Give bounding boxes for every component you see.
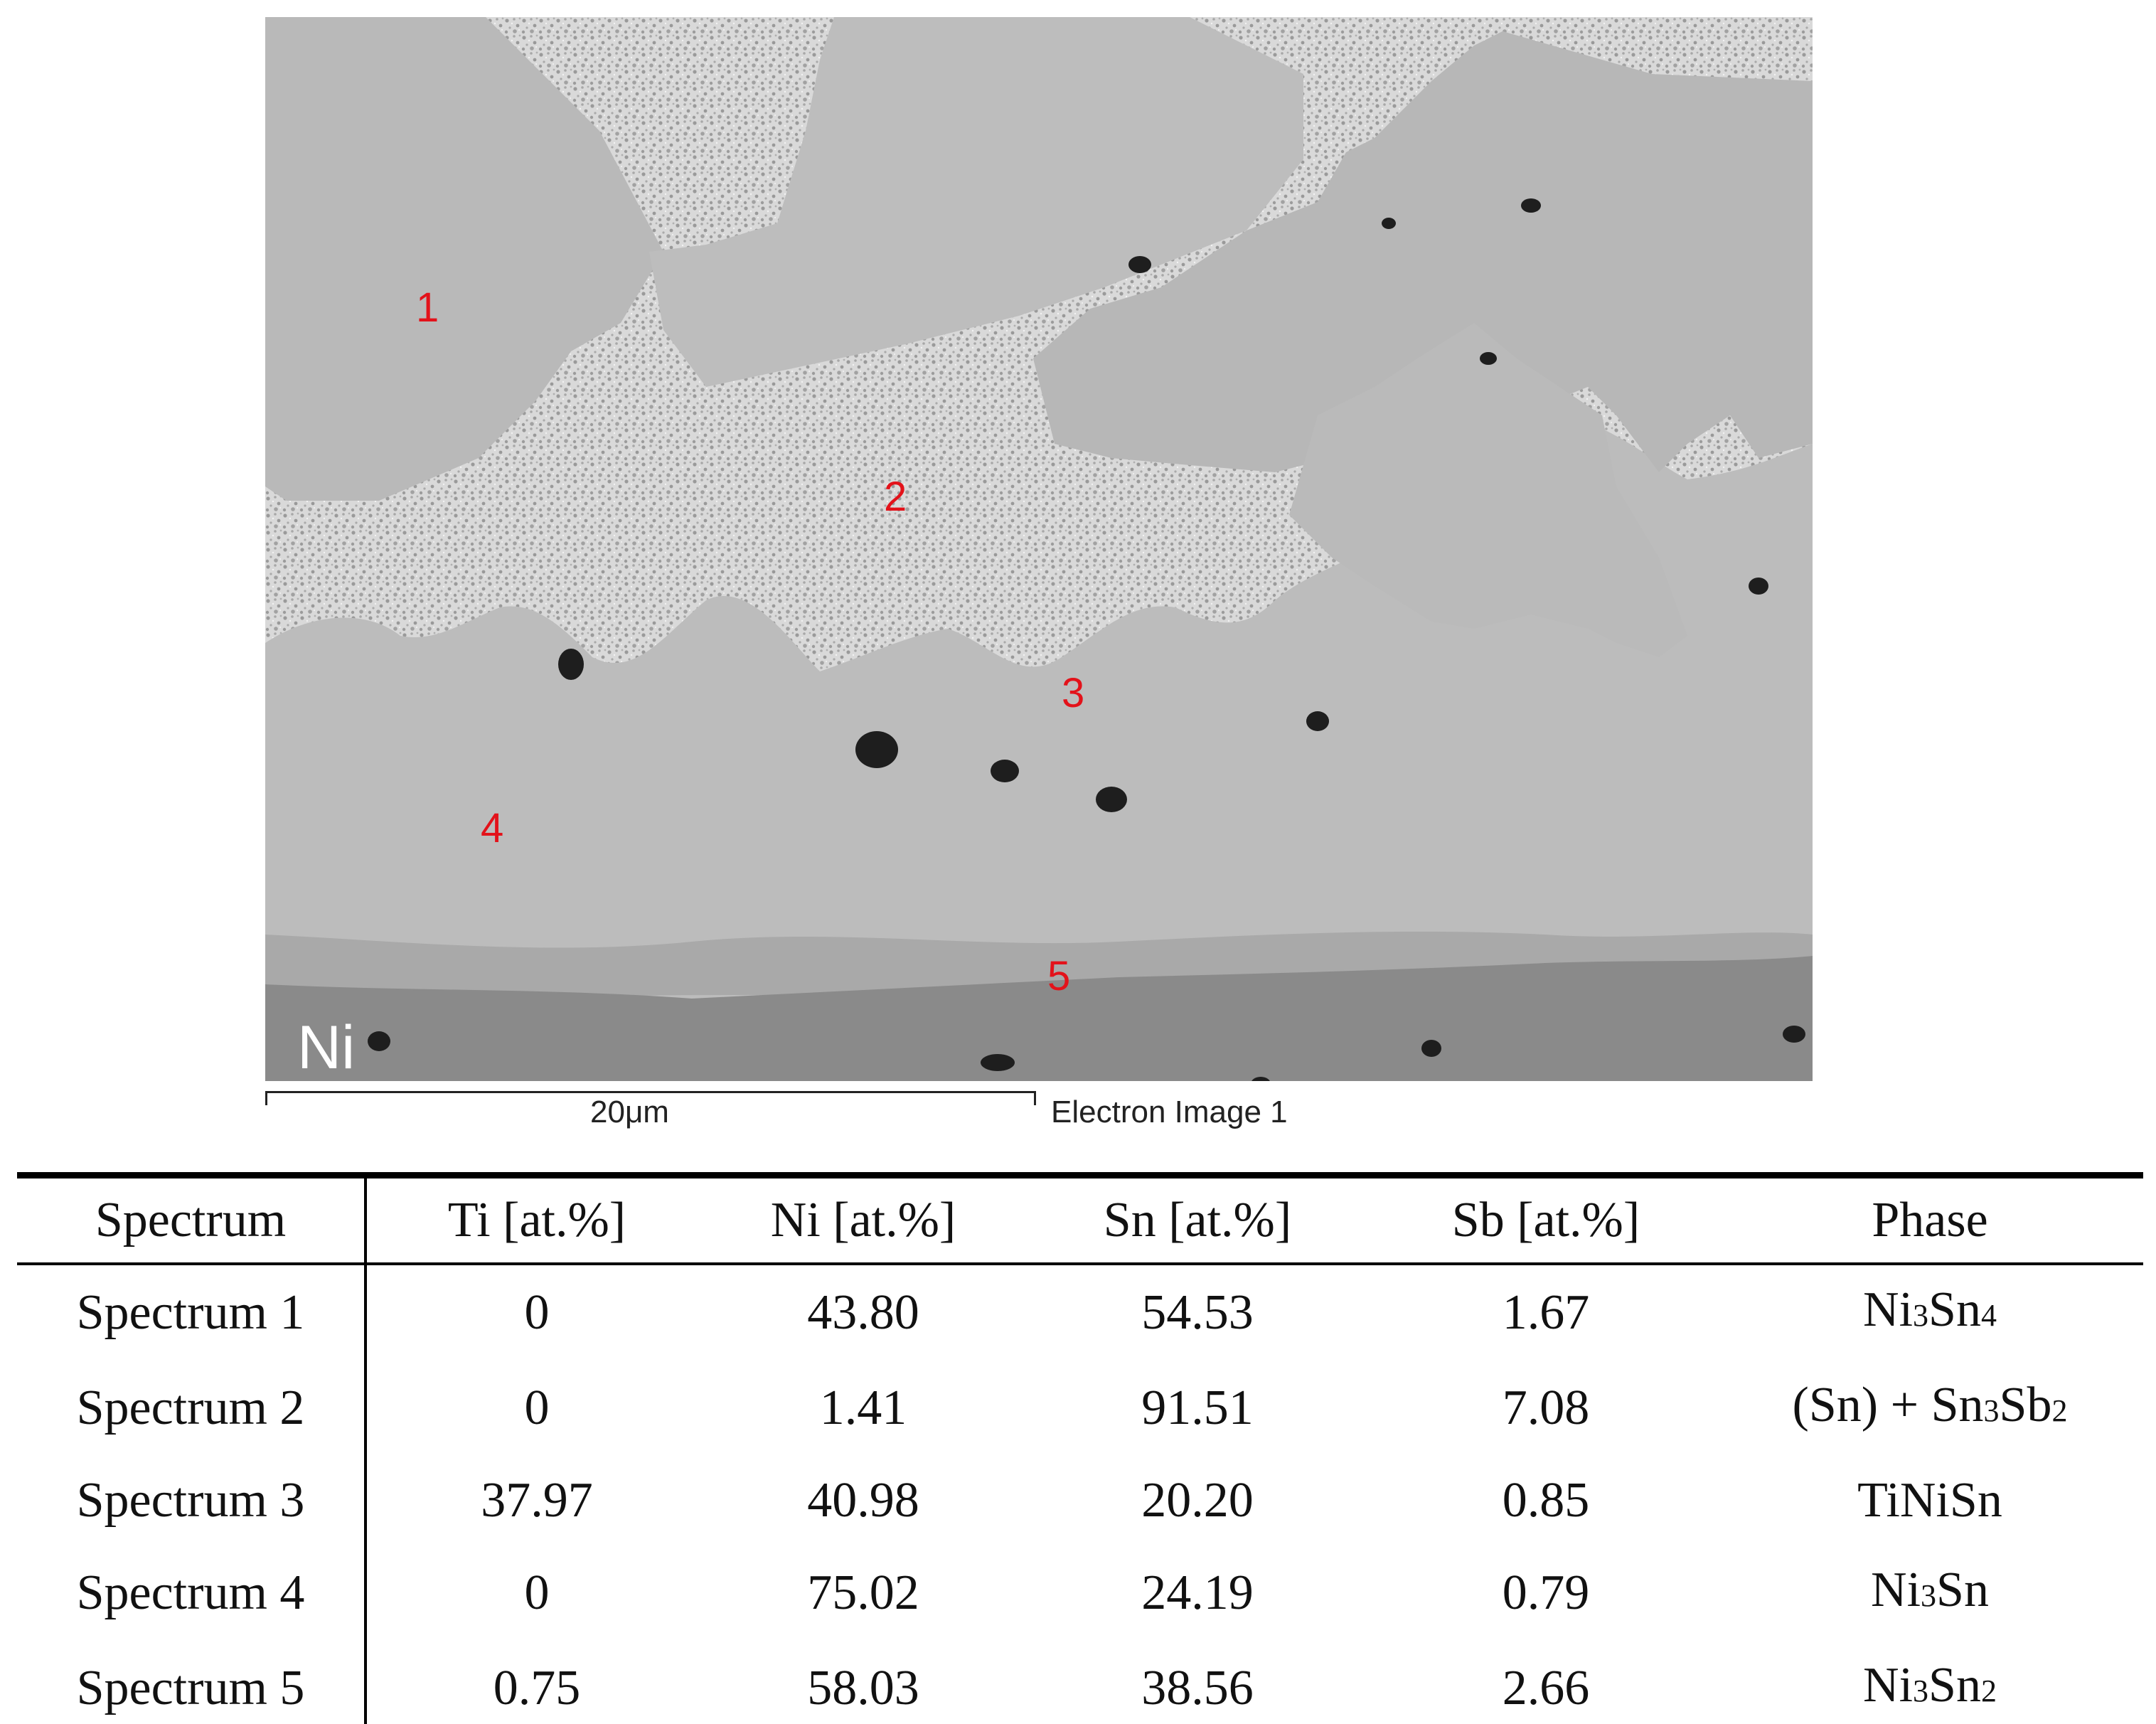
table-row: Spectrum 4 0 75.02 24.19 0.79 Ni3Sn <box>17 1545 2143 1641</box>
cell-phase: Ni3Sn4 <box>1863 1282 1997 1337</box>
table-row: Spectrum 5 0.75 58.03 38.56 2.66 Ni3Sn2 <box>17 1641 2143 1724</box>
cell-phase: Ni3Sn <box>1871 1563 1989 1617</box>
cell-spectrum: Spectrum 5 <box>17 1641 367 1724</box>
cell-sb: 2.66 <box>1502 1661 1590 1715</box>
cell-ti: 0 <box>524 1565 550 1620</box>
spot-label-2: 2 <box>884 474 907 520</box>
spot-label-3: 3 <box>1062 670 1084 716</box>
cell-ni: 43.80 <box>807 1285 919 1340</box>
header-phase: Phase <box>1872 1193 1988 1247</box>
ni3sn2-layer <box>265 931 1813 1006</box>
cell-sb: 7.08 <box>1502 1380 1590 1435</box>
cell-ti: 37.97 <box>481 1473 593 1528</box>
spot-label-1: 1 <box>416 284 439 331</box>
cell-ni: 1.41 <box>819 1380 907 1435</box>
cell-spectrum: Spectrum 2 <box>17 1361 367 1456</box>
spot-label-4: 4 <box>481 805 503 851</box>
substrate-label: Ni <box>297 1013 355 1081</box>
header-ni: Ni [at.%] <box>770 1193 956 1247</box>
cell-sb: 1.67 <box>1502 1285 1590 1340</box>
cell-sb: 0.79 <box>1502 1565 1590 1620</box>
table-row: Spectrum 1 0 43.80 54.53 1.67 Ni3Sn4 <box>17 1264 2143 1361</box>
cell-ni: 40.98 <box>807 1473 919 1528</box>
cell-spectrum: Spectrum 3 <box>17 1456 367 1545</box>
table-header-row: Spectrum Ti [at.%] Ni [at.%] Sn [at.%] S… <box>17 1175 2143 1264</box>
spot-label-5: 5 <box>1047 953 1070 999</box>
cell-sn: 38.56 <box>1141 1661 1254 1715</box>
ni3sn4-grain-diagonal <box>649 17 1303 387</box>
ni3sn4-grain-right <box>1033 31 1813 479</box>
header-spectrum: Spectrum <box>17 1175 367 1264</box>
cell-sn: 20.20 <box>1141 1473 1254 1528</box>
cell-phase: TiNiSn <box>1857 1473 2002 1528</box>
cell-ti: 0 <box>524 1285 550 1340</box>
ni3sn4-grain-1 <box>265 17 663 501</box>
header-ti: Ti [at.%] <box>447 1193 626 1247</box>
table-row: Spectrum 2 0 1.41 91.51 7.08 (Sn) + Sn3S… <box>17 1361 2143 1456</box>
cell-spectrum: Spectrum 4 <box>17 1545 367 1641</box>
header-sb: Sb [at.%] <box>1451 1193 1640 1247</box>
cell-phase: Ni3Sn2 <box>1863 1658 1997 1713</box>
eds-results-table: Spectrum Ti [at.%] Ni [at.%] Sn [at.%] S… <box>17 1172 2143 1724</box>
cell-spectrum: Spectrum 1 <box>17 1264 367 1361</box>
cell-ni: 75.02 <box>807 1565 919 1620</box>
pores <box>368 198 1805 1081</box>
image-caption: Electron Image 1 <box>1051 1095 1288 1129</box>
cell-sn: 54.53 <box>1141 1285 1254 1340</box>
header-sn: Sn [at.%] <box>1103 1193 1292 1247</box>
cell-ti: 0 <box>524 1380 550 1435</box>
cell-sn: 24.19 <box>1141 1565 1254 1620</box>
cell-phase: (Sn) + Sn3Sb2 <box>1792 1378 2068 1432</box>
table-row: Spectrum 3 37.97 40.98 20.20 0.85 TiNiSn <box>17 1456 2143 1545</box>
ni3sn-grain-mid <box>1289 323 1687 657</box>
scale-bar <box>265 1091 1036 1105</box>
sem-micrograph: 1 2 3 4 5 Ni <box>265 17 1813 1081</box>
cell-ni: 58.03 <box>807 1661 919 1715</box>
cell-ti: 0.75 <box>493 1661 581 1715</box>
scale-bar-label: 20μm <box>590 1095 669 1129</box>
cell-sn: 91.51 <box>1141 1380 1254 1435</box>
cell-sb: 0.85 <box>1502 1473 1590 1528</box>
